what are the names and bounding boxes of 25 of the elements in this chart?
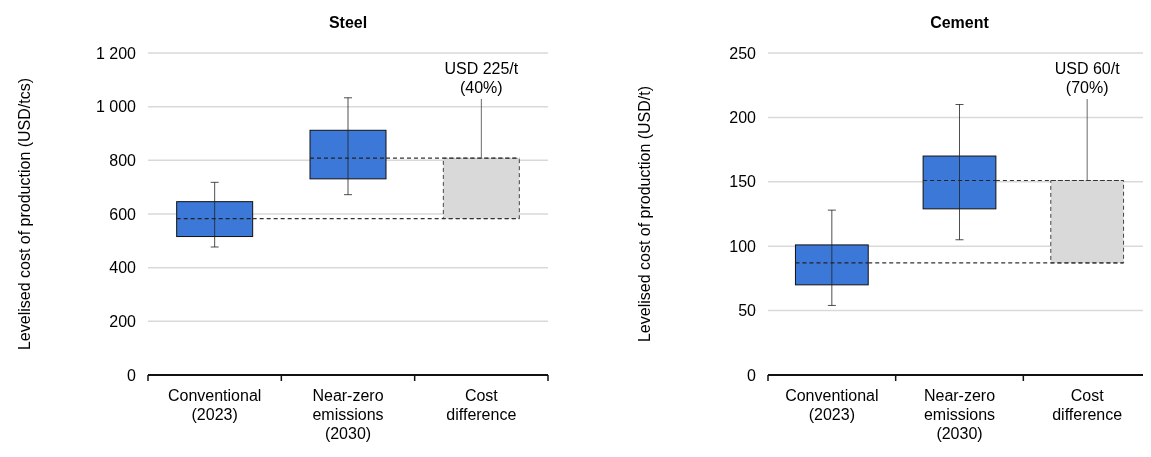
x-tick-label: Cost difference xyxy=(1052,387,1123,423)
y-tick-label: 150 xyxy=(729,173,757,191)
y-tick-label: 200 xyxy=(729,109,757,126)
y-tick-label: 400 xyxy=(109,259,137,277)
x-tick-label: Cost difference xyxy=(446,387,517,423)
y-tick-label: 0 xyxy=(747,366,757,384)
x-tick-label: Near-zero emissions (2030) xyxy=(923,387,996,442)
y-tick-label: 0 xyxy=(127,366,137,384)
y-tick-label: 200 xyxy=(109,312,137,330)
x-tick-label: Conventional (2023) xyxy=(167,387,262,423)
chart-title: Cement xyxy=(930,14,990,31)
y-tick-label: 100 xyxy=(729,237,757,255)
annotation: USD 225/t (40%) xyxy=(444,60,519,96)
y-tick-label: 250 xyxy=(729,44,757,62)
x-tick-label: Near-zero emissions (2030) xyxy=(312,387,384,442)
chart-title: Steel xyxy=(328,14,368,31)
y-tick-label: 50 xyxy=(738,302,757,320)
y-tick-label: 1 000 xyxy=(95,98,137,116)
y-tick-label: 800 xyxy=(109,151,137,169)
y-tick-label: 600 xyxy=(109,205,137,223)
y-axis-title: Levelised cost of production (USD/t) xyxy=(636,85,653,343)
annotation: USD 60/t (70%) xyxy=(1054,60,1121,96)
y-tick-label: 1 200 xyxy=(95,44,137,62)
x-tick-label: Conventional (2023) xyxy=(785,387,879,423)
y-axis-title: Levelised cost of production (USD/tcs) xyxy=(16,77,33,351)
